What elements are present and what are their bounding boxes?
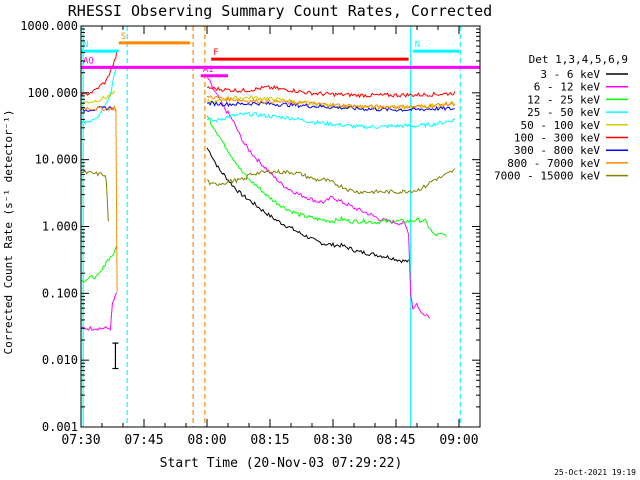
legend-label-4: 50 - 100 keV (521, 119, 601, 132)
flag-label-1: N (83, 40, 88, 50)
series-line-3-seg-1 (206, 111, 455, 130)
series-line-4-seg-0 (81, 90, 116, 105)
series-line-7-seg-0 (81, 105, 118, 292)
legend-label-3: 25 - 50 keV (527, 106, 600, 119)
flag-label-3: F (213, 48, 218, 58)
x-tick-label-1: 07:45 (124, 433, 163, 448)
legend-label-0: 3 - 6 keV (540, 68, 600, 81)
series-line-1-seg-0 (81, 292, 118, 331)
legend-label-7: 800 - 7000 keV (507, 157, 600, 170)
legend-label-5: 100 - 300 keV (514, 132, 600, 145)
plot-axes-layer: 0.001 0.010 0.100 1.000 10.000 100.000 1000.00… (20, 19, 481, 448)
chart-title: RHESSI Observing Summary Count Rates, Co… (68, 2, 492, 20)
x-tick-label-4: 08:30 (313, 433, 352, 448)
flag-label-0: S (121, 32, 126, 42)
y-tick-label-3: 1.000 (42, 220, 78, 234)
y-tick-label-6: 1000.000 (20, 19, 78, 33)
date-stamp: 25-Oct-2021 19:19 (554, 468, 636, 477)
y-tick-label-2: 0.100 (42, 286, 78, 300)
series-line-1-seg-1 (206, 75, 431, 319)
legend-label-2: 12 - 25 keV (527, 93, 600, 106)
series-line-5-seg-1 (206, 85, 456, 99)
y-tick-label-1: 0.010 (42, 353, 78, 367)
x-tick-label-6: 09:00 (439, 433, 478, 448)
series-line-0-seg-0 (206, 147, 410, 264)
x-tick-label-5: 08:45 (376, 433, 415, 448)
plot-inner (81, 26, 480, 427)
series-line-8-seg-0 (81, 170, 109, 222)
x-tick-label-2: 08:00 (187, 433, 226, 448)
x-axis-label: Start Time (20-Nov-03 07:29:22) (160, 456, 403, 471)
x-tick-label-0: 07:30 (61, 433, 100, 448)
series-line-2-seg-0 (81, 245, 118, 283)
series-line-8-seg-1 (206, 168, 456, 195)
y-axis-label: Corrected Count Rate (s⁻¹ detector⁻¹) (2, 109, 15, 354)
y-tick-label-5: 100.000 (27, 86, 78, 100)
plot-data-layer: S N N F AQ A1 (81, 26, 480, 427)
flag-label-4: AQ (83, 56, 94, 66)
series-line-3-seg-0 (81, 67, 118, 125)
series-line-6-seg-1 (206, 100, 455, 112)
y-tick-label-4: 10.000 (35, 153, 78, 167)
legend-label-6: 300 - 800 keV (514, 144, 600, 157)
series-line-7-seg-1 (206, 95, 456, 110)
x-tick-label-3: 08:15 (250, 433, 289, 448)
legend-label-1: 6 - 12 keV (534, 81, 601, 94)
legend-label-8: 7000 - 15000 keV (494, 170, 600, 183)
flag-label-5: A1 (203, 65, 214, 75)
flag-label-2: N (415, 40, 420, 50)
legend-title: Det 1,3,4,5,6,9 (529, 53, 628, 66)
y-tick-label-0: 0.001 (42, 420, 78, 434)
